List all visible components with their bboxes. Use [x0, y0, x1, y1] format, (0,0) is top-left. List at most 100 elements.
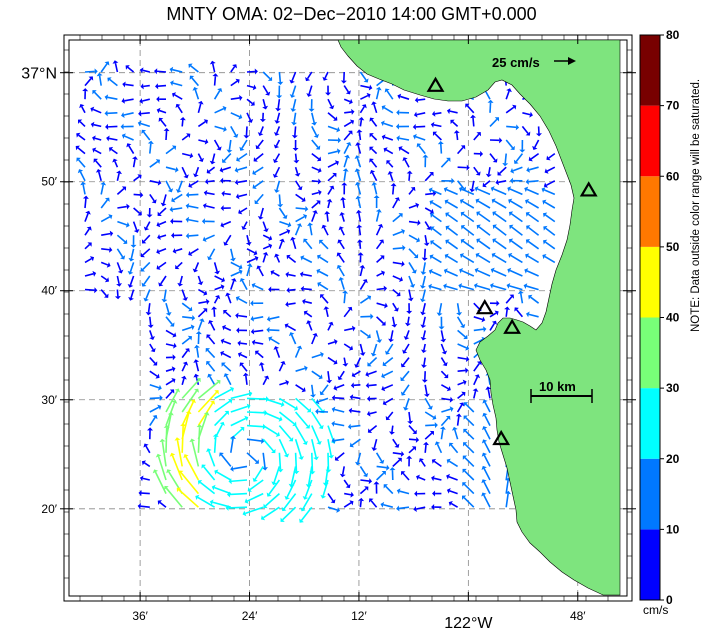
current-vector-head: [286, 254, 291, 260]
current-vector-head: [380, 255, 385, 260]
current-vector-head: [322, 76, 328, 81]
current-vector-head: [396, 291, 401, 297]
current-vector-shaft: [196, 347, 200, 358]
current-vector-shaft: [455, 132, 459, 141]
current-vector-shaft: [311, 112, 315, 123]
current-vector-head: [143, 443, 149, 448]
current-vector-shaft: [311, 166, 320, 171]
current-vector-shaft: [278, 241, 283, 250]
current-vector-shaft: [79, 171, 86, 182]
radar-site-marker: [579, 181, 598, 197]
current-vector-shaft: [165, 130, 168, 141]
current-vector-head: [82, 195, 89, 199]
current-vector-head: [487, 99, 494, 103]
current-vector-shaft: [181, 378, 185, 386]
current-vector-shaft: [424, 221, 430, 228]
current-vector-shaft: [340, 279, 345, 290]
current-vector-head: [380, 501, 385, 508]
current-vector-head: [348, 345, 354, 351]
current-vector-head: [312, 210, 318, 214]
current-vector-head: [220, 350, 225, 357]
current-vector-shaft: [203, 466, 216, 481]
current-vector-head: [402, 157, 408, 162]
current-vector-shaft: [262, 98, 266, 107]
current-vector-shaft: [450, 502, 459, 508]
current-vector-shaft: [81, 106, 86, 114]
current-vector-head: [234, 179, 239, 186]
current-vector-shaft: [246, 248, 256, 254]
current-vector-shaft: [373, 438, 378, 449]
current-vector-head: [219, 421, 225, 426]
current-vector-head: [459, 198, 465, 204]
current-vector-head: [300, 255, 305, 261]
current-vector-shaft: [392, 185, 395, 195]
current-vector-head: [431, 475, 435, 482]
current-vector-head: [94, 287, 98, 294]
current-vector-shaft: [464, 430, 475, 440]
current-vector-head: [416, 143, 422, 148]
current-vector-shaft: [173, 193, 183, 201]
current-vector-head: [140, 191, 144, 198]
current-vector-head: [88, 76, 94, 81]
current-vector-head: [431, 504, 435, 511]
current-vector-shaft: [294, 126, 297, 136]
current-vector-shaft: [185, 456, 200, 481]
current-vector-head: [169, 206, 173, 213]
current-vector-head: [333, 385, 338, 391]
current-vector-head: [171, 399, 178, 404]
current-vector-shaft: [116, 248, 124, 258]
current-vector-shaft: [473, 316, 483, 321]
current-vector-head: [393, 307, 399, 312]
current-vector-shaft: [359, 119, 363, 127]
current-vector-head: [316, 440, 322, 445]
current-vector-head: [77, 119, 83, 124]
current-vector-head: [526, 166, 530, 173]
current-vector-head: [313, 456, 319, 461]
current-vector-shaft: [177, 180, 183, 191]
current-vector-head: [473, 282, 478, 289]
current-vector-head: [382, 400, 387, 406]
current-vector-head: [171, 366, 176, 373]
current-vector-shaft: [446, 255, 459, 264]
current-vector-shaft: [371, 172, 378, 182]
current-vector-head: [508, 238, 514, 244]
scale-vector-label: 25 cm/s: [492, 55, 540, 70]
current-vector-shaft: [211, 63, 216, 73]
current-vector-head: [351, 372, 356, 378]
current-vector-shaft: [165, 379, 174, 386]
current-vector-head: [114, 296, 121, 300]
y-axis-ticks: 37°N50′40′30′20′: [21, 49, 636, 579]
current-vector-shaft: [100, 184, 104, 195]
colorbar-tick-label: 10: [666, 522, 680, 536]
current-vector-head: [481, 492, 487, 497]
current-vector-head: [317, 254, 322, 260]
current-vector-head: [357, 252, 364, 256]
current-vector-shaft: [205, 205, 215, 209]
current-vector-shaft: [402, 370, 410, 380]
current-vector-shaft: [149, 330, 153, 338]
current-vector-shaft: [311, 126, 318, 136]
current-vector-shaft: [262, 506, 280, 519]
current-vector-shaft: [295, 384, 304, 391]
current-vector-head: [512, 104, 517, 110]
current-vector-head: [157, 500, 162, 505]
current-vector-shaft: [311, 425, 320, 443]
current-vector-shaft: [295, 367, 306, 372]
current-vector-head: [183, 454, 189, 459]
current-vector-shaft: [384, 397, 394, 404]
current-vector-head: [543, 225, 548, 231]
current-vector-shaft: [223, 340, 232, 345]
current-vector-head: [336, 252, 342, 257]
current-vector-head: [328, 105, 335, 110]
current-vector-head: [481, 439, 488, 444]
current-vector-head: [243, 135, 250, 139]
current-vector-shaft: [165, 329, 175, 336]
current-vector-shaft: [143, 131, 151, 141]
current-vector-shaft: [473, 302, 480, 310]
current-vector-head: [430, 212, 435, 218]
current-vector-shaft: [392, 459, 401, 467]
x-tick-label: 36′: [132, 609, 148, 623]
current-vector-shaft: [84, 257, 92, 264]
current-vector-head: [147, 427, 154, 431]
radar-site-marker: [426, 76, 445, 92]
